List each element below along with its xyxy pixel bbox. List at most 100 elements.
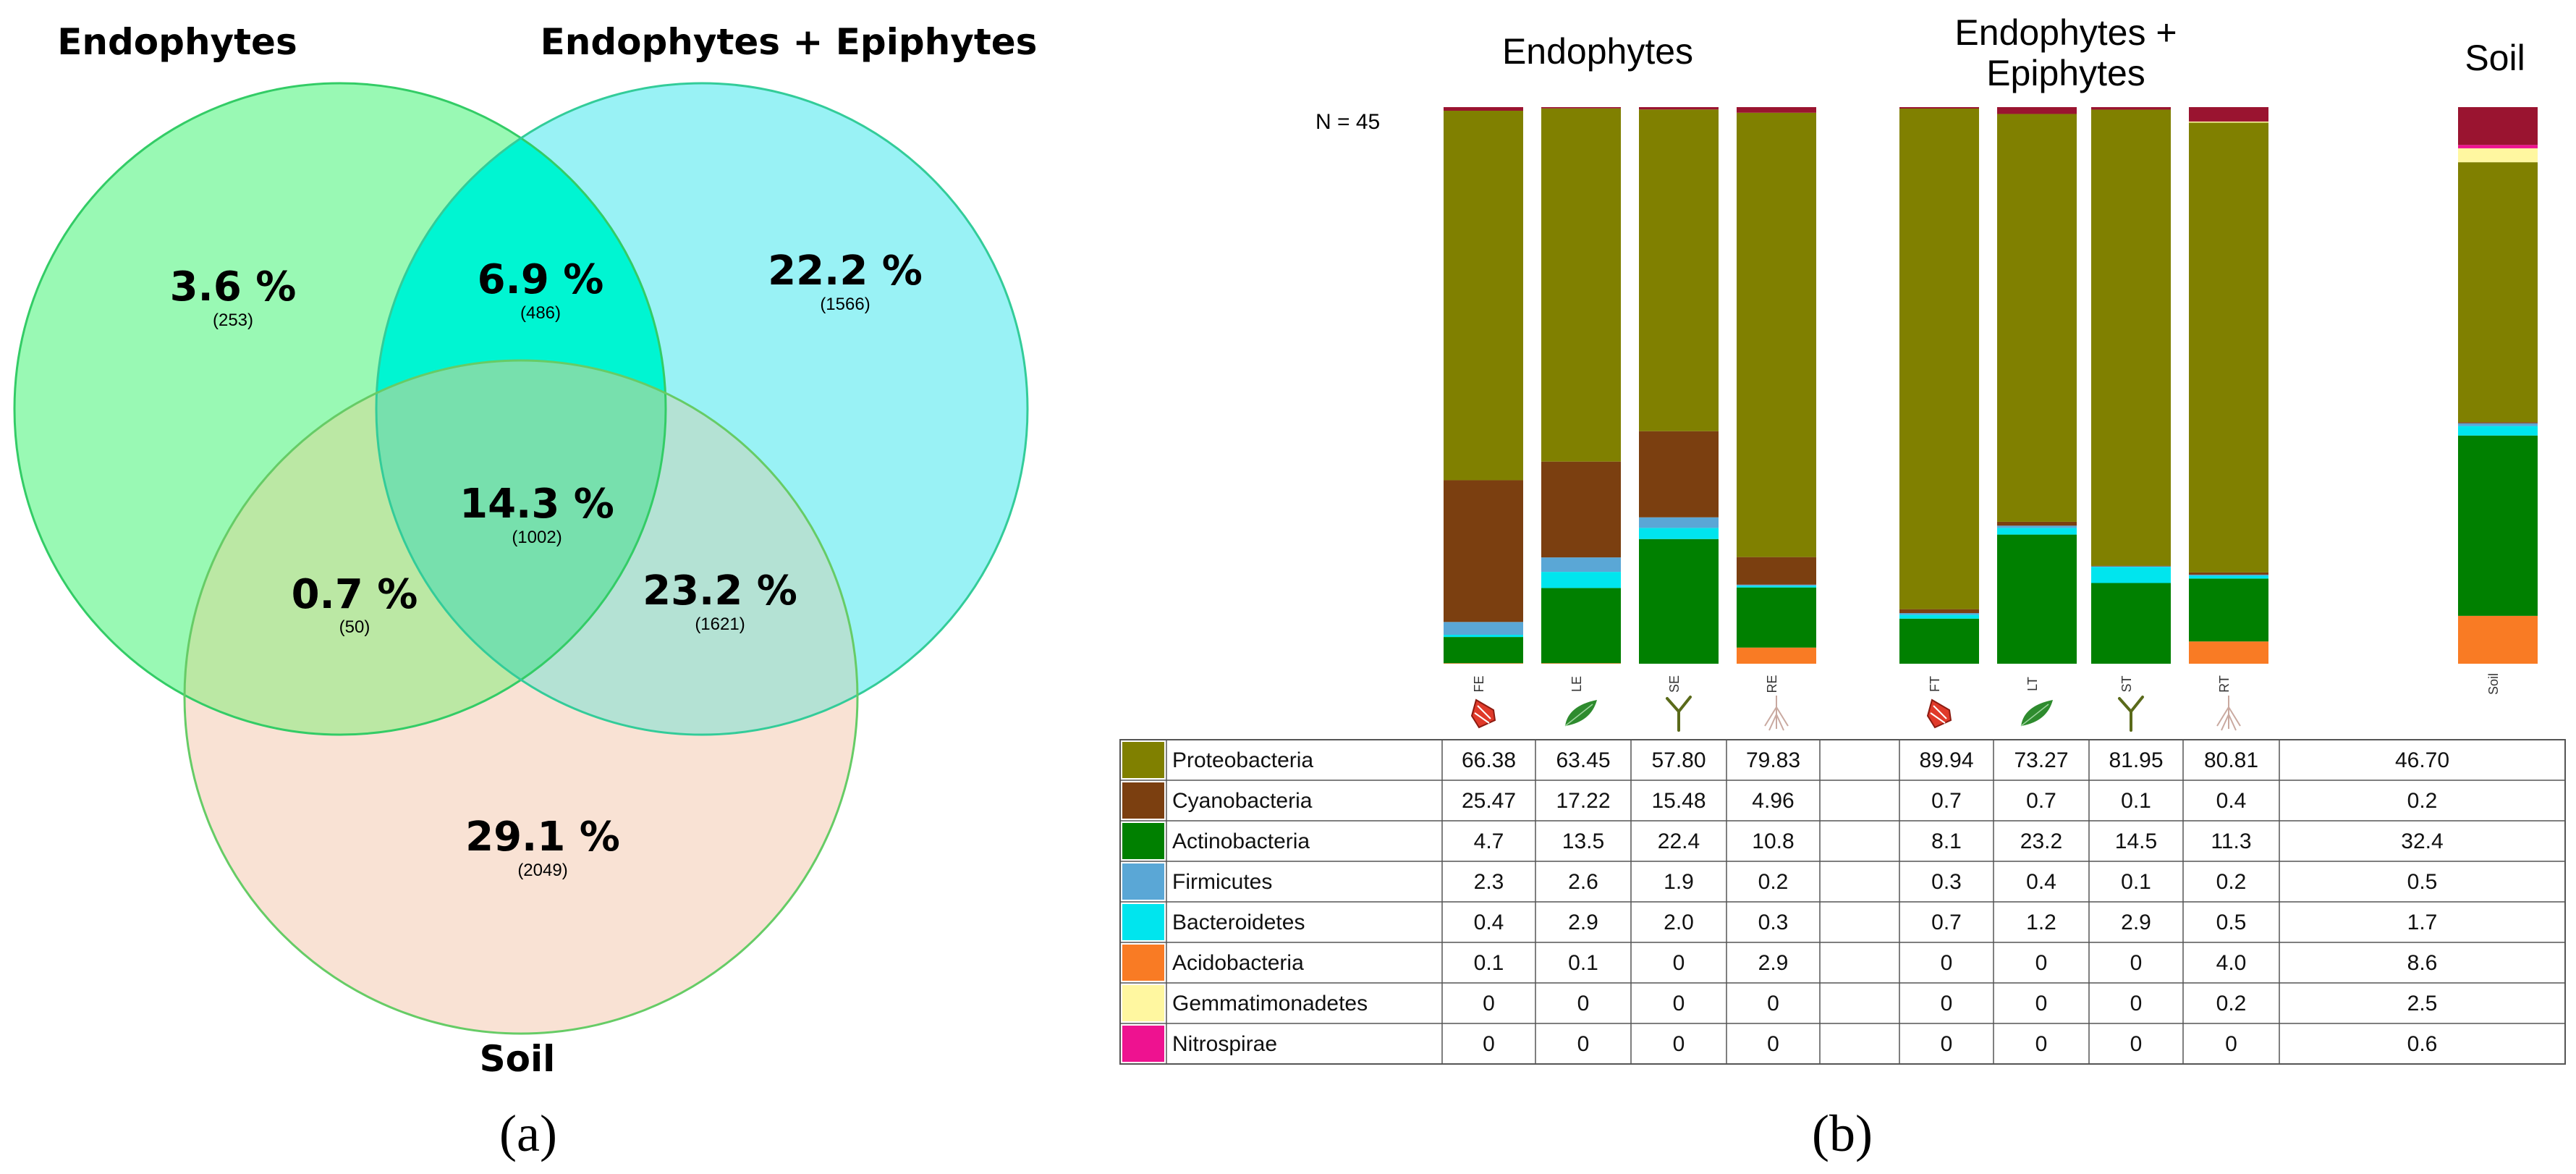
bar-segment-se-firmicutes	[1639, 517, 1719, 528]
table-cell-proteobacteria-re: 79.83	[1746, 748, 1800, 772]
bar-label-rt: RT	[2217, 675, 2232, 693]
legend-label-nitrospirae: Nitrospirae	[1172, 1032, 1277, 1056]
table-cell-acidobacteria-ft: 0	[1941, 951, 1953, 975]
legend-swatch-bacteroidetes	[1122, 904, 1164, 940]
bar-segment-rt-cyanobacteria	[2189, 572, 2268, 575]
bar-segment-rt-gemmatimonadetes	[2189, 121, 2268, 123]
stem-icon	[1666, 696, 1692, 732]
legend-swatch-nitrospirae	[1122, 1026, 1164, 1062]
table-cell-acidobacteria-soil: 8.6	[2407, 951, 2438, 975]
table-cell-bacteroidetes-se: 2.0	[1664, 911, 1694, 934]
venn-set-label-endophytes: Endophytes	[57, 21, 297, 63]
table-cell-bacteroidetes-re: 0.3	[1758, 911, 1789, 934]
table-cell-gemmatimonadetes-se: 0	[1673, 992, 1685, 1015]
bar-segment-re-other	[1737, 107, 1816, 113]
bar-segment-ft-actinobacteria	[1899, 618, 1979, 664]
table-cell-firmicutes-le: 2.6	[1568, 870, 1598, 894]
bar-segment-ft-bacteroidetes	[1899, 615, 1979, 619]
table-cell-cyanobacteria-soil: 0.2	[2407, 789, 2438, 813]
bar-segment-re-actinobacteria	[1737, 587, 1816, 648]
table-cell-bacteroidetes-fe: 0.4	[1474, 911, 1504, 934]
leaf-icon	[2020, 700, 2053, 727]
flower-icon	[1470, 698, 1496, 729]
bar-segment-ft-firmicutes	[1899, 613, 1979, 615]
group-title-endophytes: Endophytes	[1502, 31, 1693, 72]
table-cell-gemmatimonadetes-st: 0	[2130, 992, 2143, 1015]
table-cell-proteobacteria-se: 57.80	[1651, 748, 1706, 772]
bar-segment-fe-actinobacteria	[1444, 637, 1523, 664]
bar-segment-st-actinobacteria	[2091, 583, 2171, 664]
table-cell-actinobacteria-soil: 32.4	[2401, 829, 2443, 853]
bar-segment-soil-actinobacteria	[2458, 435, 2538, 616]
venn-percent-endo-soil: 0.7 %	[292, 571, 418, 618]
table-cell-cyanobacteria-le: 17.22	[1556, 789, 1610, 813]
bar-segment-soil-cyanobacteria	[2458, 422, 2538, 423]
venn-percent-epi-soil: 23.2 %	[643, 567, 797, 615]
table-cell-bacteroidetes-rt: 0.5	[2216, 911, 2247, 934]
bar-segment-fe-acidobacteria	[1444, 663, 1523, 664]
bar-segment-soil-nitrospirae	[2458, 145, 2538, 148]
legend-label-actinobacteria: Actinobacteria	[1172, 829, 1310, 853]
bar-segment-rt-proteobacteria	[2189, 122, 2268, 573]
bar-segment-le-actinobacteria	[1541, 588, 1621, 664]
bar-segment-re-cyanobacteria	[1737, 557, 1816, 585]
group-title-soil: Soil	[2465, 38, 2525, 78]
table-cell-gemmatimonadetes-ft: 0	[1941, 992, 1953, 1015]
table-cell-acidobacteria-rt: 4.0	[2216, 951, 2247, 975]
table-cell-acidobacteria-re: 2.9	[1758, 951, 1789, 975]
bar-segment-soil-firmicutes	[2458, 423, 2538, 426]
bar-label-st: ST	[2119, 675, 2134, 692]
bar-segment-le-bacteroidetes	[1541, 572, 1621, 588]
bar-segment-lt-cyanobacteria	[1997, 521, 2077, 526]
table-cell-actinobacteria-se: 22.4	[1658, 829, 1700, 853]
bar-segment-st-proteobacteria	[2091, 109, 2171, 566]
table-cell-firmicutes-st: 0.1	[2121, 870, 2151, 894]
legend-label-firmicutes: Firmicutes	[1172, 870, 1272, 894]
table-cell-firmicutes-fe: 2.3	[1474, 870, 1504, 894]
table-cell-actinobacteria-lt: 23.2	[2020, 829, 2062, 853]
bar-segment-fe-firmicutes	[1444, 622, 1523, 635]
table-cell-nitrospirae-rt: 0	[2225, 1032, 2237, 1056]
bar-segment-le-acidobacteria	[1541, 663, 1621, 664]
bar-segment-le-firmicutes	[1541, 557, 1621, 573]
venn-percent-endo-epi: 6.9 %	[478, 256, 604, 303]
legend-swatch-actinobacteria	[1122, 823, 1164, 859]
table-cell-proteobacteria-st: 81.95	[2109, 748, 2163, 772]
bar-segment-se-actinobacteria	[1639, 539, 1719, 664]
legend-swatch-acidobacteria	[1122, 945, 1164, 981]
venn-diagram: Endophytes Endophytes + Epiphytes Soil 3…	[13, 21, 1038, 1080]
table-cell-bacteroidetes-lt: 1.2	[2026, 911, 2056, 934]
venn-count-all-three: (1002)	[512, 528, 562, 547]
bar-segment-re-bacteroidetes	[1737, 586, 1816, 588]
venn-count-soil-only: (2049)	[517, 861, 567, 880]
table-cell-gemmatimonadetes-lt: 0	[2035, 992, 2048, 1015]
bar-segment-se-bacteroidetes	[1639, 528, 1719, 539]
bar-label-lt: LT	[2025, 677, 2040, 691]
bar-segment-le-other	[1541, 107, 1621, 109]
bar-segment-rt-bacteroidetes	[2189, 575, 2268, 579]
table-cell-actinobacteria-st: 14.5	[2115, 829, 2157, 853]
table-cell-proteobacteria-soil: 46.70	[2395, 748, 2449, 772]
bar-segment-st-bacteroidetes	[2091, 567, 2171, 583]
legend-label-acidobacteria: Acidobacteria	[1172, 951, 1304, 975]
bar-segment-st-firmicutes	[2091, 566, 2171, 567]
table-cell-cyanobacteria-re: 4.96	[1752, 789, 1794, 813]
table-cell-gemmatimonadetes-soil: 2.5	[2407, 992, 2438, 1015]
table-cell-proteobacteria-fe: 66.38	[1462, 748, 1516, 772]
table-cell-nitrospirae-le: 0	[1577, 1032, 1590, 1056]
legend-swatch-gemmatimonadetes	[1122, 985, 1164, 1021]
venn-outline-soil	[183, 359, 859, 1035]
table-cell-acidobacteria-se: 0	[1673, 951, 1685, 975]
bar-segment-lt-firmicutes	[1997, 525, 2077, 528]
table-cell-cyanobacteria-se: 15.48	[1651, 789, 1706, 813]
table-cell-firmicutes-rt: 0.2	[2216, 870, 2247, 894]
table-cell-cyanobacteria-ft: 0.7	[1931, 789, 1962, 813]
abundance-table: Proteobacteria 66.38 63.45 57.80 79.83 89.94 7…	[1119, 739, 2566, 1065]
table-cell-nitrospirae-ft: 0	[1941, 1032, 1953, 1056]
legend-swatch-firmicutes	[1122, 863, 1164, 900]
bar-segment-ft-cyanobacteria	[1899, 609, 1979, 614]
venn-percent-all-three: 14.3 %	[459, 481, 614, 528]
venn-set-label-epiphytes: Endophytes + Epiphytes	[541, 21, 1038, 63]
table-cell-proteobacteria-rt: 80.81	[2204, 748, 2258, 772]
legend-label-proteobacteria: Proteobacteria	[1172, 748, 1313, 772]
